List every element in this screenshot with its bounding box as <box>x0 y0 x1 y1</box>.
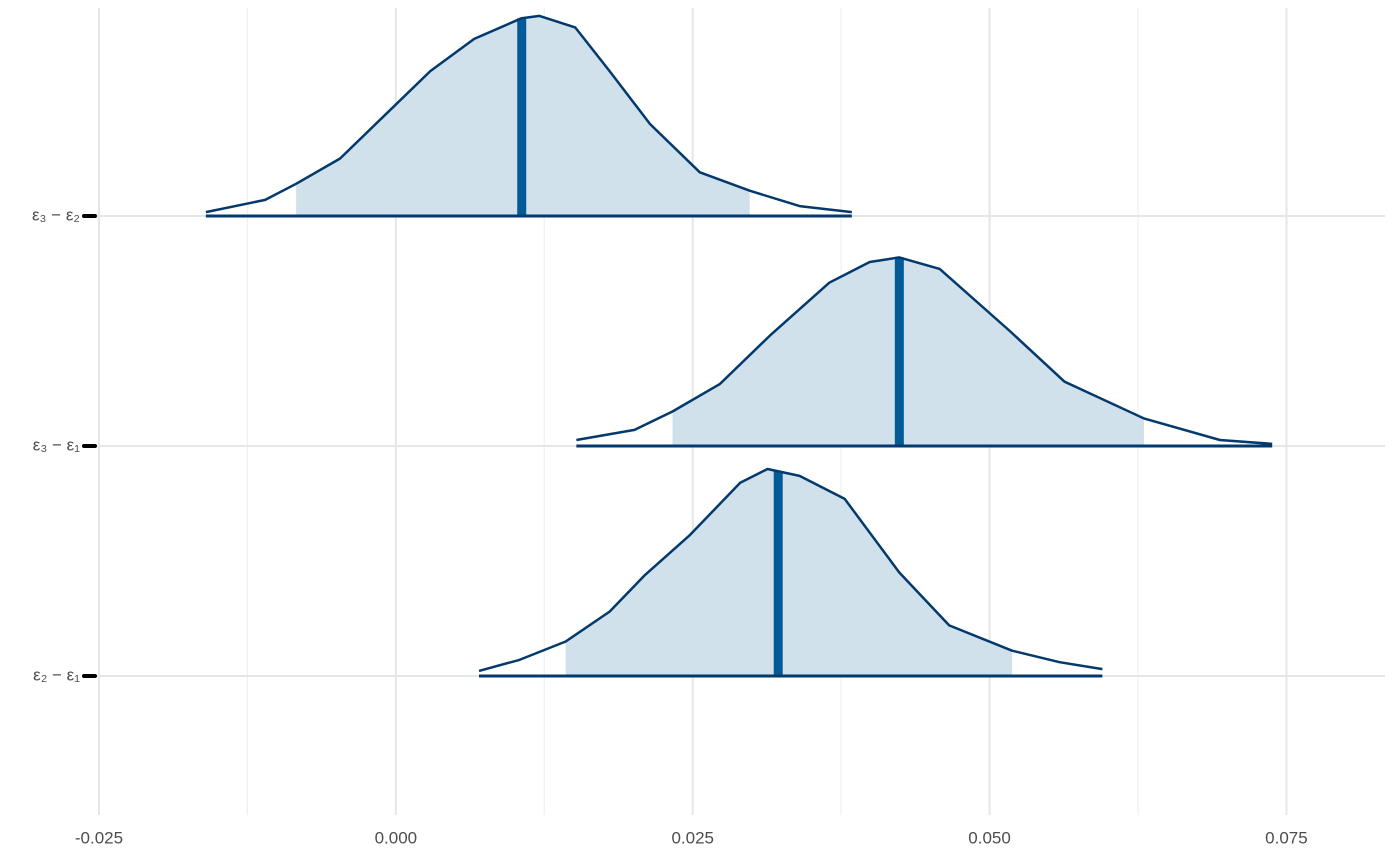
y-tick-label: ε₃ − ε₁ <box>33 435 80 454</box>
interval-area <box>672 257 1144 446</box>
y-tick-label: ε₂ − ε₁ <box>33 665 80 684</box>
x-tick-label: -0.025 <box>75 828 123 847</box>
density-curve <box>576 256 1273 446</box>
interval-area <box>565 469 1013 676</box>
density-curve <box>478 467 1103 673</box>
x-tick-label: 0.050 <box>968 828 1011 847</box>
x-tick-label: 0.025 <box>671 828 714 847</box>
x-tick-label: 0.000 <box>375 828 418 847</box>
x-tick-label: 0.075 <box>1265 828 1308 847</box>
y-tick-label: ε₃ − ε₂ <box>32 205 80 224</box>
density-curve <box>205 14 852 214</box>
